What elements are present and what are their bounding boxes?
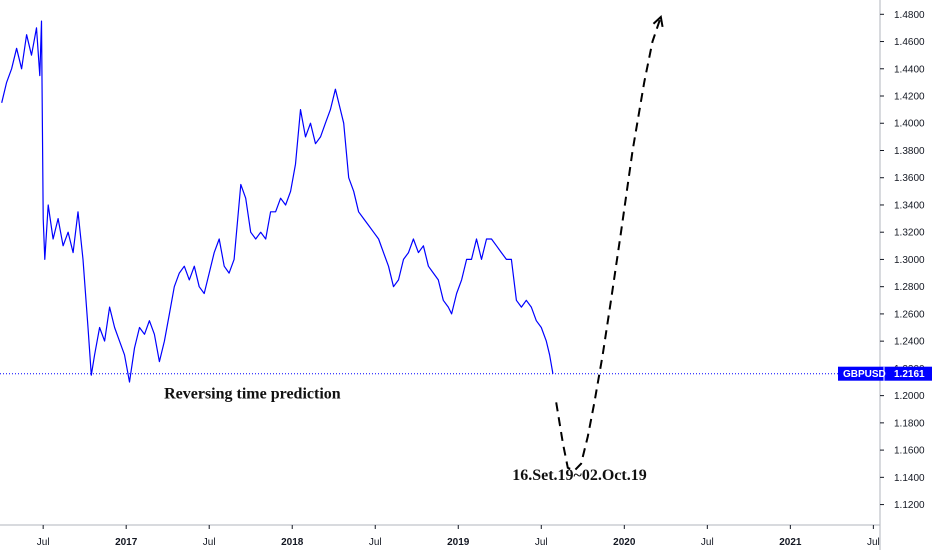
y-tick-label: 1.4400	[894, 64, 925, 75]
y-tick-label: 1.1800	[894, 418, 925, 429]
y-tick-label: 1.3000	[894, 255, 925, 266]
x-tick-label: Jul	[535, 537, 548, 548]
x-tick-label: 2017	[115, 537, 138, 548]
projection-line	[555, 16, 662, 472]
y-tick-label: 1.4200	[894, 92, 925, 103]
y-tick-label: 1.1200	[894, 500, 925, 511]
annotation-layer: Reversing time prediction 16.Set.19~02.Oc…	[164, 385, 647, 484]
y-tick-label: 1.2600	[894, 309, 925, 320]
last-price-badge: GBPUSD 1.2161	[838, 366, 932, 381]
price-axis: 1.12001.14001.16001.18001.20001.22001.24…	[879, 0, 925, 550]
series-layer	[0, 15, 880, 472]
x-tick-label: 2018	[281, 537, 304, 548]
annotation-text: Reversing time prediction	[164, 385, 341, 402]
time-axis: Jul 2017 Jul 2018 Jul 2019 Jul 2020 Jul 2021 Jul	[0, 524, 880, 548]
x-tick-label: Jul	[203, 537, 216, 548]
y-tick-label: 1.2800	[894, 282, 925, 293]
x-tick-label: 2019	[447, 537, 470, 548]
y-tick-label: 1.3200	[894, 228, 925, 239]
y-tick-label: 1.4000	[894, 119, 925, 130]
symbol-label: GBPUSD	[843, 369, 886, 380]
x-tick-label: 2021	[779, 537, 802, 548]
last-price-badge-bg	[838, 366, 932, 381]
price-series-line	[1, 20, 554, 383]
x-tick-label: Jul	[867, 537, 880, 548]
x-tick-label: Jul	[369, 537, 382, 548]
annotation-text: 16.Set.19~02.Oct.19	[512, 467, 647, 484]
last-price-value: 1.2161	[894, 369, 925, 380]
y-tick-label: 1.4800	[894, 10, 925, 21]
y-tick-label: 1.2000	[894, 391, 925, 402]
x-tick-label: Jul	[701, 537, 714, 548]
x-tick-label: Jul	[37, 537, 50, 548]
y-tick-label: 1.1400	[894, 473, 925, 484]
y-tick-label: 1.2400	[894, 337, 925, 348]
y-tick-label: 1.1600	[894, 446, 925, 457]
projection-arrowhead	[652, 15, 664, 28]
y-tick-label: 1.4600	[894, 37, 925, 48]
x-tick-label: 2020	[613, 537, 636, 548]
y-tick-label: 1.3800	[894, 146, 925, 157]
y-tick-label: 1.3600	[894, 173, 925, 184]
y-tick-label: 1.3400	[894, 200, 925, 211]
